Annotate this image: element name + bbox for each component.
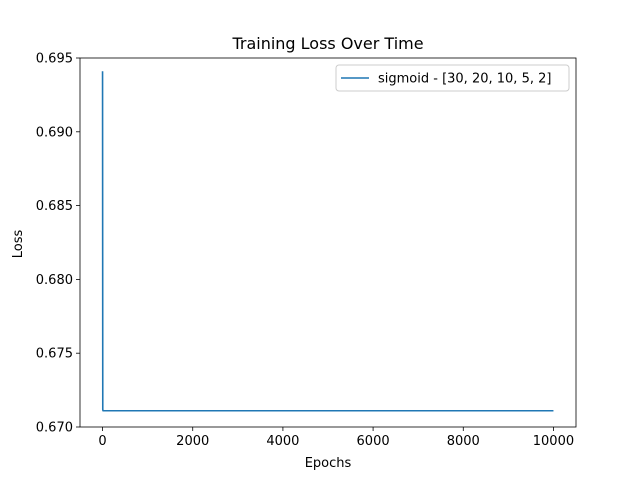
chart-title: Training Loss Over Time — [231, 34, 423, 53]
x-tick-label: 2000 — [176, 434, 209, 449]
x-tick-label: 8000 — [447, 434, 480, 449]
series-line-0 — [101, 71, 554, 412]
x-tick-label: 6000 — [357, 434, 390, 449]
y-tick-label: 0.670 — [36, 421, 73, 436]
legend-label: sigmoid - [30, 20, 10, 5, 2] — [378, 72, 551, 87]
y-tick-label: 0.675 — [36, 347, 73, 362]
x-tick-label: 10000 — [533, 434, 574, 449]
y-tick-label: 0.695 — [36, 52, 73, 67]
x-axis-label: Epochs — [305, 456, 352, 471]
y-tick-label: 0.685 — [36, 199, 73, 214]
y-tick-label: 0.690 — [36, 125, 73, 140]
legend-box — [335, 64, 570, 92]
y-axis-label: Loss — [11, 230, 26, 259]
y-tick-label: 0.680 — [36, 273, 73, 288]
plot-frame — [79, 57, 577, 428]
plot-area: 0 2000 4000 6000 8000 10000 0.670 0.675 0.680 0.6… — [36, 52, 577, 449]
x-tick-label: 0 — [98, 434, 106, 449]
x-tick-label: 4000 — [266, 434, 299, 449]
